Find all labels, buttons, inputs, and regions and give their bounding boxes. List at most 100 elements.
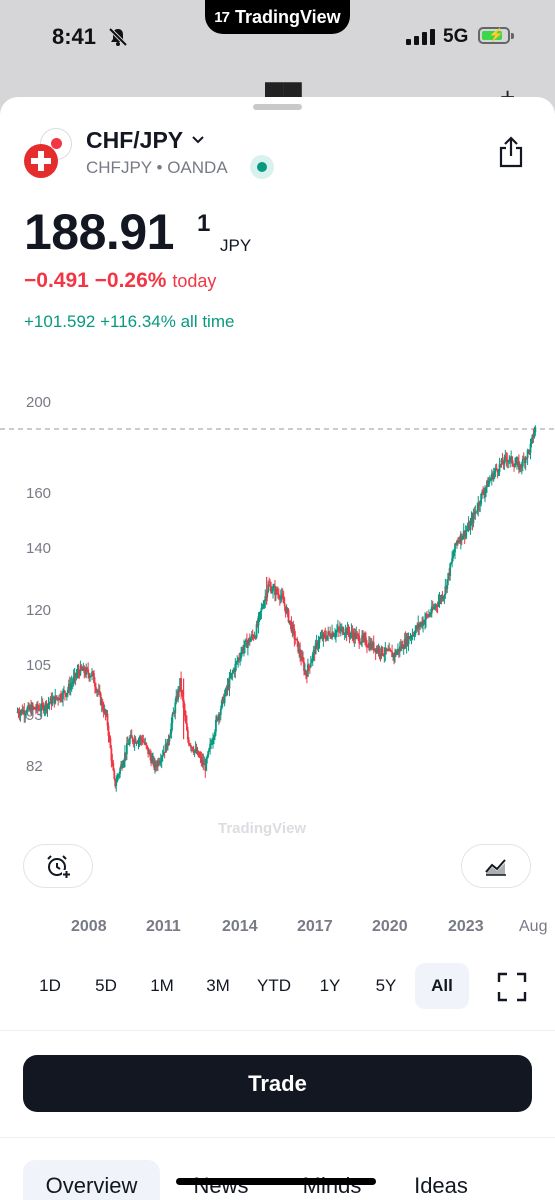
candle-body (499, 464, 502, 466)
range-5d[interactable]: 5D (95, 976, 117, 995)
dynamic-island: 17 TradingView (205, 0, 350, 34)
candle-body (244, 641, 246, 647)
candle-body (469, 522, 472, 530)
range-1m[interactable]: 1M (150, 976, 174, 995)
candle-body (124, 752, 126, 761)
range-1d[interactable]: 1D (39, 976, 61, 995)
candle-body (417, 623, 420, 629)
candle-body (69, 684, 72, 690)
candle-body (112, 763, 115, 771)
tab-ideas[interactable]: Ideas (414, 1173, 468, 1198)
candle-body (355, 633, 358, 639)
candle-body (365, 637, 367, 646)
candle-body (466, 529, 469, 531)
candle-body (288, 620, 291, 622)
tab-news[interactable]: News (193, 1173, 249, 1198)
range-5y[interactable]: 5Y (375, 976, 397, 995)
candle-body (282, 597, 285, 604)
candle-body (28, 705, 31, 710)
candle-body (252, 635, 255, 638)
candle-body (235, 661, 238, 664)
candle-body (362, 635, 364, 639)
candle-body (412, 634, 415, 636)
candle-body (114, 778, 117, 786)
candle-body (398, 646, 401, 652)
candle-body (329, 633, 332, 637)
candle-body (303, 661, 305, 671)
sheet-grabber[interactable] (253, 104, 302, 110)
range-all[interactable]: All (415, 963, 469, 1009)
candle-body (269, 585, 272, 587)
candle-body (194, 748, 197, 751)
candle-body (201, 760, 204, 763)
chart-area-icon (485, 859, 506, 876)
range-ytd[interactable]: YTD (257, 976, 291, 995)
candle-body (482, 491, 484, 494)
candle-body (463, 530, 466, 537)
candle-body (177, 688, 180, 700)
candle-body (418, 623, 421, 628)
candle-body (31, 705, 33, 714)
symbol-subtitle: CHFJPY • OANDA (86, 158, 228, 177)
candle-body (45, 702, 48, 710)
price-chart[interactable]: 200 160 140 120 105 93 82 (0, 367, 555, 837)
candle-body (434, 605, 437, 608)
candle-body (512, 463, 514, 466)
range-1y[interactable]: 1Y (319, 976, 341, 995)
candle-body (180, 678, 182, 692)
candle-body (111, 760, 114, 764)
share-icon[interactable] (497, 135, 525, 169)
candle-body (323, 633, 326, 635)
chart-style-button[interactable] (461, 844, 531, 888)
candle-body (207, 751, 210, 757)
candle-body (383, 654, 386, 656)
trade-button[interactable]: Trade (23, 1055, 532, 1112)
chevron-down-icon[interactable] (191, 135, 205, 145)
candle-body (452, 556, 454, 559)
fullscreen-icon[interactable] (497, 972, 527, 1002)
candle-body (372, 642, 375, 651)
candle-body (246, 639, 248, 648)
candle-body (237, 658, 240, 662)
candle-body (172, 712, 175, 715)
candle-body (141, 739, 144, 742)
candle-body (286, 608, 289, 610)
candle-body (54, 695, 57, 704)
candle-body (162, 751, 165, 756)
candle-body (297, 641, 300, 653)
range-3m[interactable]: 3M (206, 976, 230, 995)
candle-body (17, 711, 20, 714)
candle-body (127, 744, 130, 746)
candle-body (308, 666, 311, 668)
candle-body (215, 717, 218, 720)
candle-body (24, 713, 27, 715)
candle-body (77, 670, 80, 673)
candle-body (138, 739, 141, 741)
candle-body (39, 710, 42, 712)
candle-body (241, 648, 243, 654)
all-time-change: +101.592 +116.34% all time (24, 312, 235, 331)
candle-body (389, 649, 392, 651)
candle-body (312, 650, 315, 654)
candle-body (82, 666, 85, 671)
candle-body (281, 594, 284, 598)
candle-body (348, 632, 351, 636)
tab-minds[interactable]: Minds (302, 1173, 362, 1198)
candle-body (428, 614, 431, 616)
candle-body (105, 714, 108, 716)
add-alert-button[interactable] (23, 844, 93, 888)
candle-body (16, 711, 19, 713)
candle-body (150, 756, 152, 763)
candle-body (226, 684, 229, 690)
candle-body (115, 782, 118, 786)
candle-body (441, 595, 444, 600)
tab-overview[interactable]: Overview (23, 1160, 160, 1200)
candle-body (210, 743, 212, 745)
tradingview-watermark: TradingView (218, 820, 307, 837)
candle-body (100, 701, 103, 705)
candle-body (30, 707, 32, 714)
candle-body (152, 758, 154, 760)
candle-body (211, 743, 213, 745)
candle-body (95, 686, 97, 691)
symbol-title[interactable]: CHF/JPY (86, 127, 184, 153)
